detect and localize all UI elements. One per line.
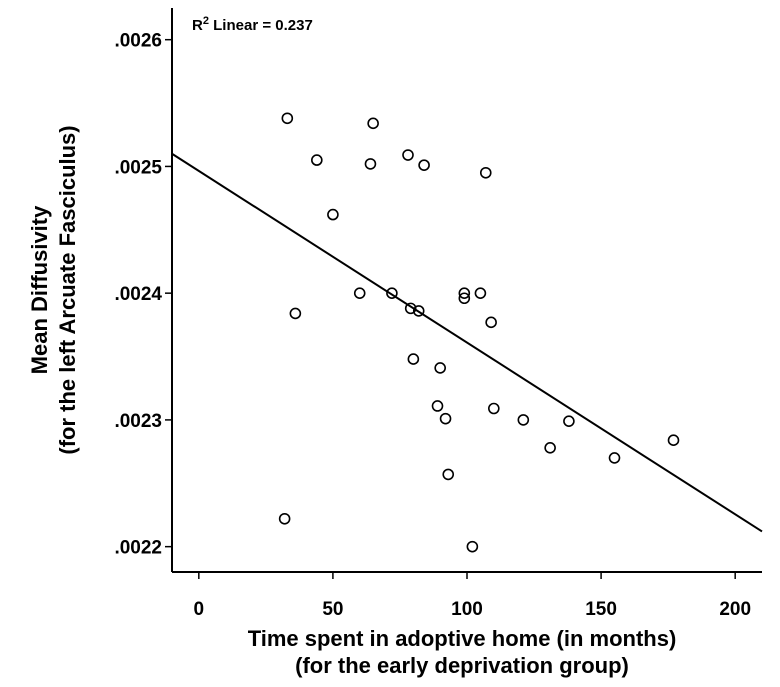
x-axis-title-line2: (for the early deprivation group) xyxy=(295,653,629,678)
y-tick-label: .0024 xyxy=(114,284,162,305)
x-tick-label: 150 xyxy=(585,599,617,620)
plot-background xyxy=(172,8,762,572)
data-point xyxy=(517,414,530,426)
y-axis-title-line1: Mean Diffusivity xyxy=(27,205,52,374)
data-point xyxy=(442,468,455,481)
x-tick-label: 0 xyxy=(194,599,205,620)
data-point xyxy=(418,159,430,171)
data-point xyxy=(311,154,323,166)
data-point xyxy=(485,316,497,329)
y-tick-label: .0026 xyxy=(114,31,162,52)
data-point xyxy=(434,362,446,374)
x-tick-label: 50 xyxy=(322,599,343,620)
data-point xyxy=(544,441,556,454)
data-point xyxy=(402,149,414,161)
data-point xyxy=(563,415,575,427)
linear-fit-line xyxy=(171,152,763,533)
data-point xyxy=(353,287,366,299)
data-point xyxy=(488,402,500,415)
data-point xyxy=(608,452,621,464)
points-layer xyxy=(278,112,680,553)
y-axis: .0022 .0023 .0024 .0025 .0026 xyxy=(114,8,173,572)
x-axis: 0 50 100 150 200 xyxy=(172,571,762,620)
x-axis-title-line1: Time spent in adoptive home (in months) xyxy=(248,626,677,651)
r-squared-annotation: R2 Linear = 0.237 xyxy=(192,15,313,34)
data-point xyxy=(281,112,294,125)
data-point xyxy=(412,305,425,317)
fit-line-layer xyxy=(171,152,763,533)
r-squared-superscript: 2 xyxy=(203,15,209,27)
data-point xyxy=(407,353,420,365)
r-squared-prefix: R xyxy=(192,17,203,34)
data-point xyxy=(386,287,398,299)
data-point xyxy=(431,400,444,412)
data-point xyxy=(458,292,471,305)
x-tick-label: 100 xyxy=(451,599,483,620)
y-axis-title-line2: (for the left Arcuate Fasciculus) xyxy=(55,125,80,454)
data-point xyxy=(289,307,302,320)
r-squared-text: Linear = 0.237 xyxy=(209,17,313,34)
x-tick-label: 200 xyxy=(719,599,751,620)
data-point xyxy=(364,158,377,170)
data-point xyxy=(327,208,339,221)
y-tick-label: .0023 xyxy=(114,411,162,432)
data-point xyxy=(439,412,452,425)
data-point xyxy=(278,512,291,525)
data-point xyxy=(367,117,379,130)
data-point xyxy=(466,540,479,553)
data-point xyxy=(479,166,492,179)
data-point xyxy=(404,302,417,315)
y-tick-label: .0025 xyxy=(114,157,162,178)
y-tick-label: .0022 xyxy=(114,538,162,559)
data-point xyxy=(458,287,471,299)
plot-area xyxy=(172,8,762,572)
data-point xyxy=(667,434,680,446)
data-point xyxy=(474,287,487,299)
